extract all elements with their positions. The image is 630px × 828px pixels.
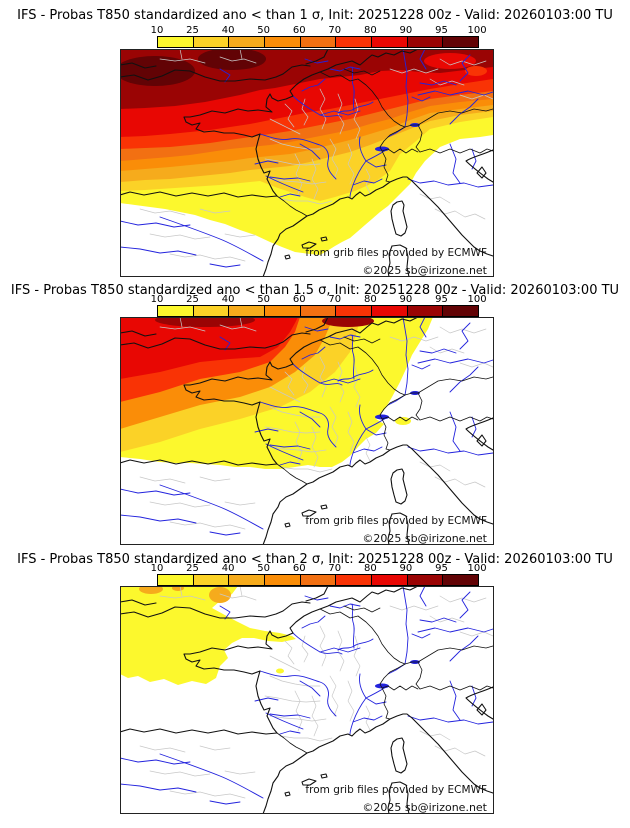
copyright-text: ©2025 sb@irizone.net bbox=[362, 532, 487, 545]
colorbar-segment bbox=[335, 306, 372, 316]
probability-field bbox=[120, 586, 296, 685]
admin-boundaries bbox=[139, 49, 494, 262]
colorbar-segment bbox=[299, 575, 336, 585]
colorbar-segment bbox=[192, 37, 229, 47]
colorbar-segment bbox=[264, 306, 300, 316]
map-svg: from grib files provided by ECMWF ©2025 … bbox=[120, 586, 494, 814]
copyright-text: ©2025 sb@irizone.net bbox=[362, 801, 487, 814]
colorbar-tick-label: 80 bbox=[363, 294, 377, 305]
colorbar-segment bbox=[335, 575, 372, 585]
colorbar-tick-label: 100 bbox=[467, 25, 487, 36]
colorbar-segment bbox=[192, 575, 229, 585]
weather-map: from grib files provided by ECMWF ©2025 … bbox=[120, 317, 494, 545]
coastlines bbox=[120, 317, 494, 545]
colorbar-segment bbox=[158, 575, 193, 585]
country-borders bbox=[276, 605, 494, 754]
colorbar-tick-label: 10 bbox=[150, 563, 164, 574]
colorbar-tick-label: 40 bbox=[221, 294, 235, 305]
colorbar-tick-label: 80 bbox=[363, 25, 377, 36]
colorbar-tick-label: 60 bbox=[292, 563, 306, 574]
colorbar-tick-label: 25 bbox=[186, 25, 199, 36]
colorbar-segment bbox=[299, 306, 336, 316]
colorbar-ticks: 10 25 40 50 60 70 80 90 95 100 bbox=[151, 25, 487, 36]
panel-title: IFS - Probas T850 standardized ano < tha… bbox=[17, 552, 613, 567]
weather-map: from grib files provided by ECMWF ©2025 … bbox=[120, 49, 494, 277]
colorbar-segment bbox=[406, 37, 443, 47]
copyright-text: ©2025 sb@irizone.net bbox=[362, 264, 487, 277]
panel-sigma-1: IFS - Probas T850 standardized ano < tha… bbox=[0, 0, 630, 277]
colorbar-tick-label: 70 bbox=[328, 25, 342, 36]
colorbar bbox=[157, 305, 479, 317]
colorbar-segment bbox=[442, 37, 479, 47]
colorbar-tick-label: 95 bbox=[435, 563, 448, 574]
colorbar-segment bbox=[406, 575, 443, 585]
colorbar-ticks: 10 25 40 50 60 70 80 90 95 100 bbox=[151, 563, 487, 574]
colorbar-segment bbox=[264, 575, 300, 585]
colorbar-segment bbox=[371, 306, 407, 316]
colorbar bbox=[157, 574, 479, 586]
map-svg: from grib files provided by ECMWF ©2025 … bbox=[120, 317, 494, 545]
colorbar-segment bbox=[264, 37, 300, 47]
colorbar-ticks: 10 25 40 50 60 70 80 90 95 100 bbox=[151, 294, 487, 305]
panel-sigma-2: IFS - Probas T850 standardized ano < tha… bbox=[0, 545, 630, 828]
colorbar-segment bbox=[406, 306, 443, 316]
colorbar-segment bbox=[335, 37, 372, 47]
colorbar-tick-label: 40 bbox=[221, 25, 235, 36]
colorbar-segment bbox=[192, 306, 229, 316]
attribution-text: from grib files provided by ECMWF bbox=[305, 247, 487, 259]
admin-boundaries bbox=[139, 586, 494, 799]
colorbar bbox=[157, 36, 479, 48]
probability-field bbox=[120, 317, 433, 469]
attribution-text: from grib files provided by ECMWF bbox=[305, 515, 487, 527]
colorbar-segment bbox=[158, 306, 193, 316]
colorbar-segment bbox=[228, 575, 265, 585]
map-svg: from grib files provided by ECMWF ©2025 … bbox=[120, 49, 494, 277]
colorbar-tick-label: 10 bbox=[150, 25, 164, 36]
admin-boundaries bbox=[139, 317, 494, 530]
colorbar-tick-label: 40 bbox=[221, 563, 235, 574]
colorbar-segment bbox=[158, 37, 193, 47]
colorbar-tick-label: 70 bbox=[328, 294, 342, 305]
colorbar-segment bbox=[371, 575, 407, 585]
country-borders bbox=[276, 336, 494, 485]
colorbar-tick-label: 80 bbox=[363, 563, 377, 574]
colorbar-tick-label: 60 bbox=[292, 25, 306, 36]
panel-title: IFS - Probas T850 standardized ano < tha… bbox=[17, 8, 613, 23]
attribution-text: from grib files provided by ECMWF bbox=[305, 784, 487, 796]
colorbar-tick-label: 25 bbox=[186, 563, 199, 574]
colorbar-segment bbox=[442, 575, 479, 585]
colorbar-tick-label: 90 bbox=[399, 563, 413, 574]
colorbar-tick-label: 50 bbox=[257, 563, 271, 574]
panel-title: IFS - Probas T850 standardized ano < tha… bbox=[10, 283, 620, 298]
weather-map: from grib files provided by ECMWF ©2025 … bbox=[120, 586, 494, 814]
colorbar-tick-label: 100 bbox=[467, 294, 487, 305]
colorbar-segment bbox=[299, 37, 336, 47]
colorbar-tick-label: 95 bbox=[435, 25, 448, 36]
colorbar-tick-label: 95 bbox=[435, 294, 448, 305]
rivers bbox=[120, 49, 494, 268]
country-borders bbox=[276, 68, 494, 217]
coastlines bbox=[120, 49, 494, 277]
panel-sigma-1-5: IFS - Probas T850 standardized ano < tha… bbox=[0, 277, 630, 545]
probability-field bbox=[120, 49, 493, 255]
colorbar-tick-label: 25 bbox=[186, 294, 199, 305]
colorbar-tick-label: 50 bbox=[257, 294, 271, 305]
colorbar-tick-label: 50 bbox=[257, 25, 271, 36]
colorbar-tick-label: 60 bbox=[292, 294, 306, 305]
colorbar-segment bbox=[371, 37, 407, 47]
colorbar-tick-label: 70 bbox=[328, 563, 342, 574]
colorbar-segment bbox=[442, 306, 479, 316]
colorbar-segment bbox=[228, 306, 265, 316]
colorbar-tick-label: 100 bbox=[467, 563, 487, 574]
colorbar-tick-label: 90 bbox=[399, 25, 413, 36]
colorbar-tick-label: 10 bbox=[150, 294, 164, 305]
colorbar-segment bbox=[228, 37, 265, 47]
colorbar-tick-label: 90 bbox=[399, 294, 413, 305]
coastlines bbox=[120, 586, 494, 814]
